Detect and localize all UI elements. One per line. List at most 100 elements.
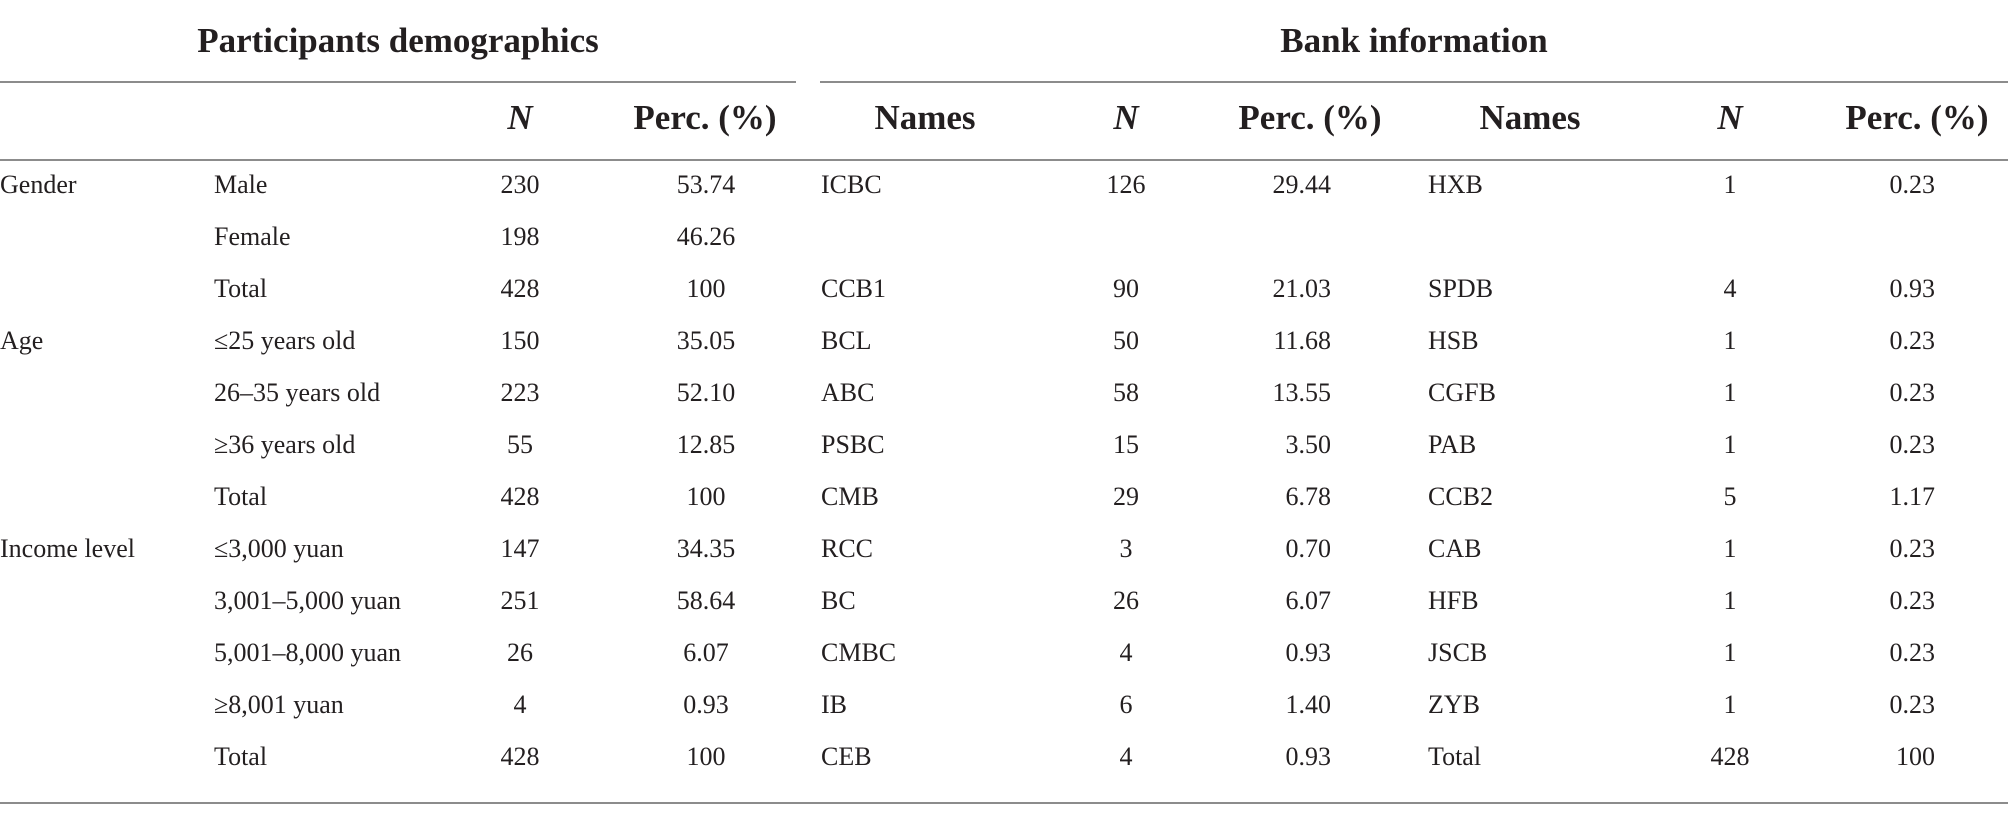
bank2-name-cell: SPDB — [1428, 274, 1494, 303]
n-cell: 150 — [500, 326, 540, 355]
category-cell — [0, 367, 200, 419]
category-cell — [0, 575, 200, 627]
n-cell: 251 — [500, 586, 540, 615]
perc-cell: 12.85 — [676, 430, 736, 459]
table-row: Income level ≤3,000 yuan 147 34.35 RCC 3 0.70 C… — [0, 523, 2008, 575]
bank1-name-cell: BC — [821, 586, 856, 615]
bank2-perc-cell: 100 — [1896, 742, 1935, 771]
table-row: Gender Male 230 53.74 ICBC 126 29.44 HXB 1 0.23 — [0, 159, 2008, 211]
column-header-bank1-perc: Perc. (%) — [1238, 98, 1382, 137]
bank2-name-cell: Total — [1428, 742, 1482, 771]
bank1-n-cell: 90 — [1113, 274, 1139, 303]
table-row: Total 428 100 CMB 29 6.78 CCB2 5 1.17 — [0, 471, 2008, 523]
bank1-perc-cell: 11.68 — [1273, 326, 1331, 355]
bank-group-header: Bank information — [1280, 21, 1548, 60]
perc-cell: 46.26 — [676, 222, 736, 251]
bank2-n-cell: 5 — [1723, 482, 1737, 511]
category-cell — [0, 419, 200, 471]
bank2-n-cell: 1 — [1723, 586, 1737, 615]
bank1-n-cell: 15 — [1113, 430, 1139, 459]
item-cell: ≤3,000 yuan — [214, 534, 344, 563]
column-header-demo-n: N — [507, 98, 533, 137]
category-cell — [0, 211, 200, 263]
column-header-bank2-n: N — [1717, 98, 1743, 137]
bank2-n-cell: 1 — [1723, 430, 1737, 459]
bank2-name-cell: JSCB — [1428, 638, 1488, 667]
bank2-perc-cell: 0.93 — [1889, 274, 1936, 303]
header-bottom-rule — [0, 159, 2008, 161]
bank1-name-cell: ICBC — [821, 170, 882, 199]
perc-cell: 6.07 — [683, 638, 729, 667]
bank1-perc-cell: 29.44 — [1272, 170, 1332, 199]
bank1-name-cell: CEB — [821, 742, 872, 771]
bank1-perc-cell: 3.50 — [1285, 430, 1332, 459]
category-cell: Age — [0, 326, 44, 355]
bank2-perc-cell: 0.23 — [1889, 638, 1936, 667]
bank-group-rule — [820, 81, 2008, 83]
bank2-perc-cell: 0.23 — [1889, 378, 1936, 407]
column-header-demo-perc: Perc. (%) — [633, 98, 777, 137]
item-cell: ≤25 years old — [214, 326, 356, 355]
n-cell: 230 — [500, 170, 540, 199]
bank1-name-cell: IB — [821, 690, 847, 719]
demographics-group-rule — [0, 81, 796, 83]
perc-cell: 53.74 — [676, 170, 736, 199]
perc-cell: 0.93 — [683, 690, 729, 719]
bank2-name-cell: CAB — [1428, 534, 1482, 563]
bank1-perc-cell: 21.03 — [1272, 274, 1332, 303]
bank2-perc-cell: 1.17 — [1889, 482, 1936, 511]
bank1-name-cell: CMBC — [821, 638, 897, 667]
bank1-n-cell: 29 — [1113, 482, 1139, 511]
bank2-name-cell: PAB — [1428, 430, 1477, 459]
table-row: Total 428 100 CCB1 90 21.03 SPDB 4 0.93 — [0, 263, 2008, 315]
column-header-bank2-names: Names — [1479, 98, 1581, 137]
table-row: ≥36 years old 55 12.85 PSBC 15 3.50 PAB 1 0.23 — [0, 419, 2008, 471]
bank1-n-cell: 4 — [1119, 742, 1133, 771]
n-cell: 4 — [513, 690, 527, 719]
bank1-n-cell: 58 — [1113, 378, 1139, 407]
bank2-n-cell: 1 — [1723, 326, 1737, 355]
bank1-perc-cell: 1.40 — [1285, 690, 1332, 719]
item-cell: Male — [214, 170, 268, 199]
perc-cell: 35.05 — [676, 326, 736, 355]
table-row: 3,001–5,000 yuan 251 58.64 BC 26 6.07 HFB 1 0.23 — [0, 575, 2008, 627]
bank2-name-cell: CGFB — [1428, 378, 1496, 407]
category-cell — [0, 679, 200, 731]
perc-cell: 100 — [686, 742, 726, 771]
category-cell — [0, 263, 200, 315]
bank2-n-cell: 1 — [1723, 690, 1737, 719]
bank1-n-cell: 6 — [1119, 690, 1133, 719]
table-row: Age ≤25 years old 150 35.05 BCL 50 11.68 HSB 1 0.… — [0, 315, 2008, 367]
bank2-n-cell: 1 — [1723, 638, 1737, 667]
table-row: 26–35 years old 223 52.10 ABC 58 13.55 CGFB 1 0.… — [0, 367, 2008, 419]
bank2-name-cell: ZYB — [1428, 690, 1480, 719]
bank1-perc-cell: 6.78 — [1285, 482, 1332, 511]
bank2-perc-cell: 0.23 — [1889, 534, 1936, 563]
category-cell: Income level — [0, 534, 135, 563]
bank2-n-cell: 4 — [1723, 274, 1737, 303]
n-cell: 223 — [500, 378, 540, 407]
item-cell: 26–35 years old — [214, 378, 381, 407]
bank1-name-cell: BCL — [821, 326, 872, 355]
item-cell: 3,001–5,000 yuan — [214, 586, 402, 615]
bank2-name-cell: HFB — [1428, 586, 1479, 615]
bank2-n-cell — [1670, 211, 1790, 263]
bank2-n-cell: 1 — [1723, 170, 1737, 199]
table-row: 5,001–8,000 yuan 26 6.07 CMBC 4 0.93 JSCB 1 0.23 — [0, 627, 2008, 679]
category-cell — [0, 471, 200, 523]
table-row: Total 428 100 CEB 4 0.93 Total 428 100 — [0, 731, 2008, 783]
column-header-bank1-names: Names — [874, 98, 976, 137]
n-cell: 55 — [507, 430, 533, 459]
bank1-name-cell: RCC — [821, 534, 874, 563]
category-cell — [0, 627, 200, 679]
item-cell: ≥36 years old — [214, 430, 356, 459]
n-cell: 147 — [500, 534, 540, 563]
bank1-n-cell — [1066, 211, 1186, 263]
n-cell: 428 — [500, 482, 540, 511]
bank1-name-cell: PSBC — [821, 430, 885, 459]
bank1-name-cell: CCB1 — [821, 274, 887, 303]
bank1-perc-cell — [1200, 211, 1331, 263]
demographics-group-header: Participants demographics — [197, 21, 599, 60]
bank1-n-cell: 50 — [1113, 326, 1139, 355]
category-cell — [0, 731, 200, 783]
